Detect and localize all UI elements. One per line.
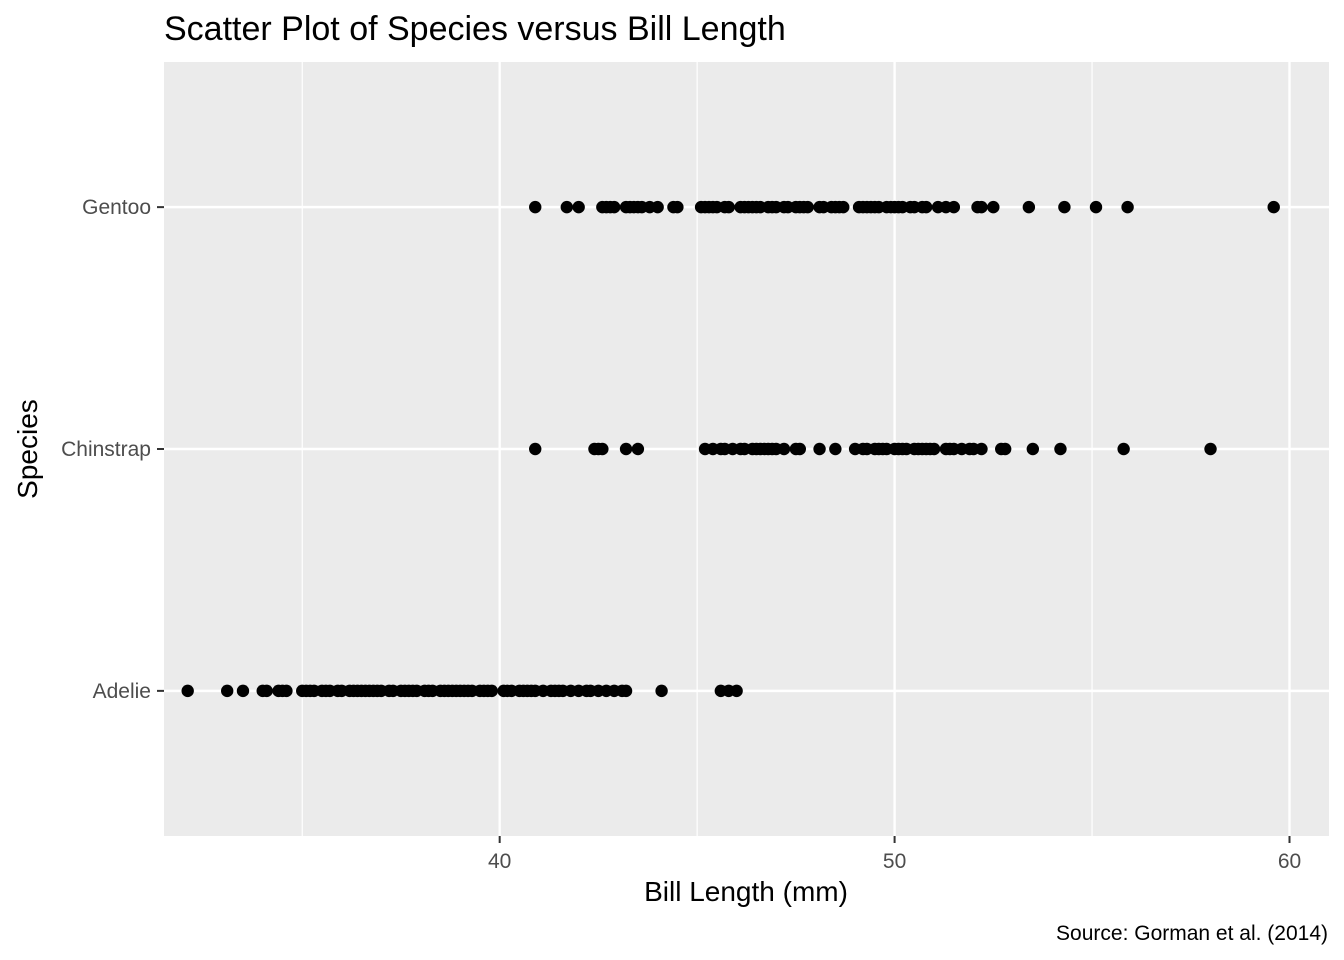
data-point-gentoo	[1089, 200, 1103, 214]
data-point-chinstrap	[793, 442, 807, 456]
data-point-gentoo	[608, 200, 621, 214]
data-point-gentoo	[919, 200, 933, 214]
data-point-adelie	[220, 684, 234, 698]
data-point-chinstrap	[1054, 442, 1067, 456]
y-axis: Adelie Chinstrap Gentoo	[61, 196, 164, 703]
data-point-chinstrap	[975, 442, 988, 456]
data-point-chinstrap	[1026, 442, 1040, 456]
data-point-chinstrap	[829, 442, 842, 456]
data-point-chinstrap	[596, 442, 609, 456]
data-point-gentoo	[1022, 200, 1036, 214]
data-point-gentoo	[529, 200, 542, 214]
data-point-chinstrap	[998, 442, 1012, 456]
data-point-adelie	[236, 684, 250, 698]
data-point-gentoo	[1058, 200, 1071, 214]
data-point-gentoo	[671, 200, 684, 214]
data-point-adelie	[260, 684, 273, 698]
data-point-adelie	[181, 684, 194, 698]
data-point-gentoo	[975, 200, 988, 214]
data-point-chinstrap	[777, 442, 791, 456]
x-tick-label: 60	[1278, 850, 1301, 873]
data-point-chinstrap	[631, 442, 645, 456]
data-point-chinstrap	[927, 442, 941, 456]
data-point-adelie	[485, 684, 498, 698]
data-point-gentoo	[722, 200, 735, 214]
data-point-chinstrap	[813, 442, 826, 456]
data-point-chinstrap	[619, 442, 633, 456]
data-point-chinstrap	[1204, 442, 1217, 456]
chart-title: Scatter Plot of Species versus Bill Leng…	[164, 10, 786, 48]
data-point-chinstrap	[529, 442, 542, 456]
data-point-gentoo	[651, 200, 664, 214]
y-axis-title: Species	[12, 399, 43, 499]
x-tick-label: 50	[883, 850, 906, 873]
y-tick-label-chinstrap: Chinstrap	[61, 438, 151, 461]
x-axis-title: Bill Length (mm)	[644, 876, 848, 907]
data-point-adelie	[619, 684, 633, 698]
data-point-gentoo	[1121, 200, 1134, 214]
data-point-gentoo	[837, 200, 850, 214]
y-tick-label-adelie: Adelie	[93, 680, 151, 703]
data-points	[181, 200, 1280, 698]
data-point-adelie	[280, 684, 293, 698]
data-point-adelie	[730, 684, 743, 698]
source-caption: Source: Gorman et al. (2014)	[1056, 922, 1328, 945]
data-point-adelie	[655, 684, 668, 698]
data-point-gentoo	[801, 200, 814, 214]
data-point-gentoo	[1267, 200, 1280, 214]
data-point-gentoo	[572, 200, 585, 214]
y-tick-label-gentoo: Gentoo	[82, 196, 151, 219]
data-point-gentoo	[560, 200, 574, 214]
data-point-gentoo	[947, 200, 961, 214]
x-axis: 40 50 60	[488, 836, 1301, 873]
data-point-chinstrap	[1117, 442, 1130, 456]
x-tick-label: 40	[488, 850, 511, 873]
data-point-gentoo	[987, 200, 1000, 214]
